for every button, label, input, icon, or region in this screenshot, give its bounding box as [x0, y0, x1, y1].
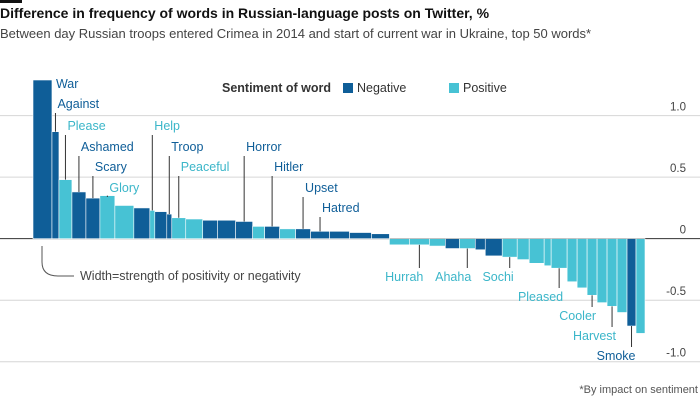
legend-swatch — [449, 83, 459, 93]
bar — [133, 207, 151, 239]
footnote: *By impact on sentiment — [579, 384, 698, 396]
annotation: Width=strength of positivity or negativi… — [80, 269, 301, 283]
bar — [114, 205, 135, 239]
chart-title: Difference in frequency of words in Russ… — [0, 5, 490, 21]
legend-title: Sentiment of word — [222, 81, 331, 95]
bar — [528, 238, 545, 264]
bar — [409, 238, 430, 246]
bar-label: Help — [154, 119, 180, 133]
bar-label: Hatred — [322, 201, 360, 215]
bar-label: Ahaha — [435, 270, 471, 284]
bar — [217, 219, 236, 239]
bar-label: Sochi — [482, 270, 513, 284]
bars — [32, 79, 646, 334]
bar — [349, 232, 372, 239]
chart-subtitle: Between day Russian troops entered Crime… — [0, 26, 591, 41]
bar — [252, 226, 265, 239]
legend-swatch — [343, 83, 353, 93]
y-tick-label: 0 — [680, 225, 686, 237]
bar — [71, 191, 87, 239]
bar — [616, 238, 628, 313]
bar — [202, 219, 218, 239]
bar-label: Hurrah — [385, 270, 423, 284]
y-tick-label: 1.0 — [670, 102, 686, 114]
bar — [429, 238, 446, 247]
bar — [389, 238, 410, 246]
bar — [235, 221, 253, 239]
corner-mark — [0, 0, 22, 3]
bar — [310, 231, 330, 239]
bar-label: Harvest — [573, 329, 617, 343]
bar — [99, 195, 116, 239]
bar-label: Ashamed — [81, 140, 134, 154]
legend-label: Positive — [463, 81, 507, 95]
bar — [459, 238, 476, 249]
bar — [586, 238, 598, 296]
annotation-line — [41, 246, 74, 277]
y-tick-label: -1.0 — [666, 348, 686, 360]
bar — [501, 238, 518, 258]
bar — [543, 238, 552, 267]
bar-label: Troop — [171, 140, 203, 154]
bar-label: Cooler — [559, 309, 596, 323]
bar — [626, 238, 637, 327]
bar-label: Against — [57, 97, 99, 111]
bar — [484, 238, 503, 257]
bar-label: Hitler — [274, 160, 303, 174]
bar — [371, 233, 390, 239]
bar — [474, 238, 486, 251]
bar — [516, 238, 530, 260]
bar — [264, 226, 280, 239]
bar-label: Glory — [109, 181, 140, 195]
bar — [85, 197, 101, 239]
bar-label: Please — [67, 119, 105, 133]
y-tick-label: -0.5 — [666, 286, 686, 298]
bar — [329, 231, 350, 239]
bar — [51, 131, 60, 239]
bar-label: Peaceful — [181, 160, 230, 174]
bar-label: Pleased — [518, 290, 563, 304]
bar — [58, 179, 73, 239]
y-tick-label: 0.5 — [670, 163, 686, 175]
bar — [185, 218, 204, 239]
bar — [171, 217, 187, 239]
bar — [279, 228, 296, 239]
bar — [566, 238, 578, 283]
bar — [596, 238, 608, 303]
bar — [445, 238, 460, 249]
bar-label: Upset — [305, 181, 338, 195]
bar-label: Smoke — [597, 349, 636, 363]
bar-label: Horror — [246, 140, 281, 154]
bar — [550, 238, 568, 269]
bar — [166, 213, 173, 239]
bar — [635, 238, 646, 334]
bar — [576, 238, 588, 289]
bar — [149, 210, 156, 239]
bar-label: Scary — [95, 160, 128, 174]
bar-label: War — [56, 77, 78, 91]
bar — [606, 238, 618, 307]
bar — [32, 79, 53, 239]
bar — [295, 228, 311, 239]
bar — [154, 211, 168, 239]
legend-label: Negative — [357, 81, 406, 95]
